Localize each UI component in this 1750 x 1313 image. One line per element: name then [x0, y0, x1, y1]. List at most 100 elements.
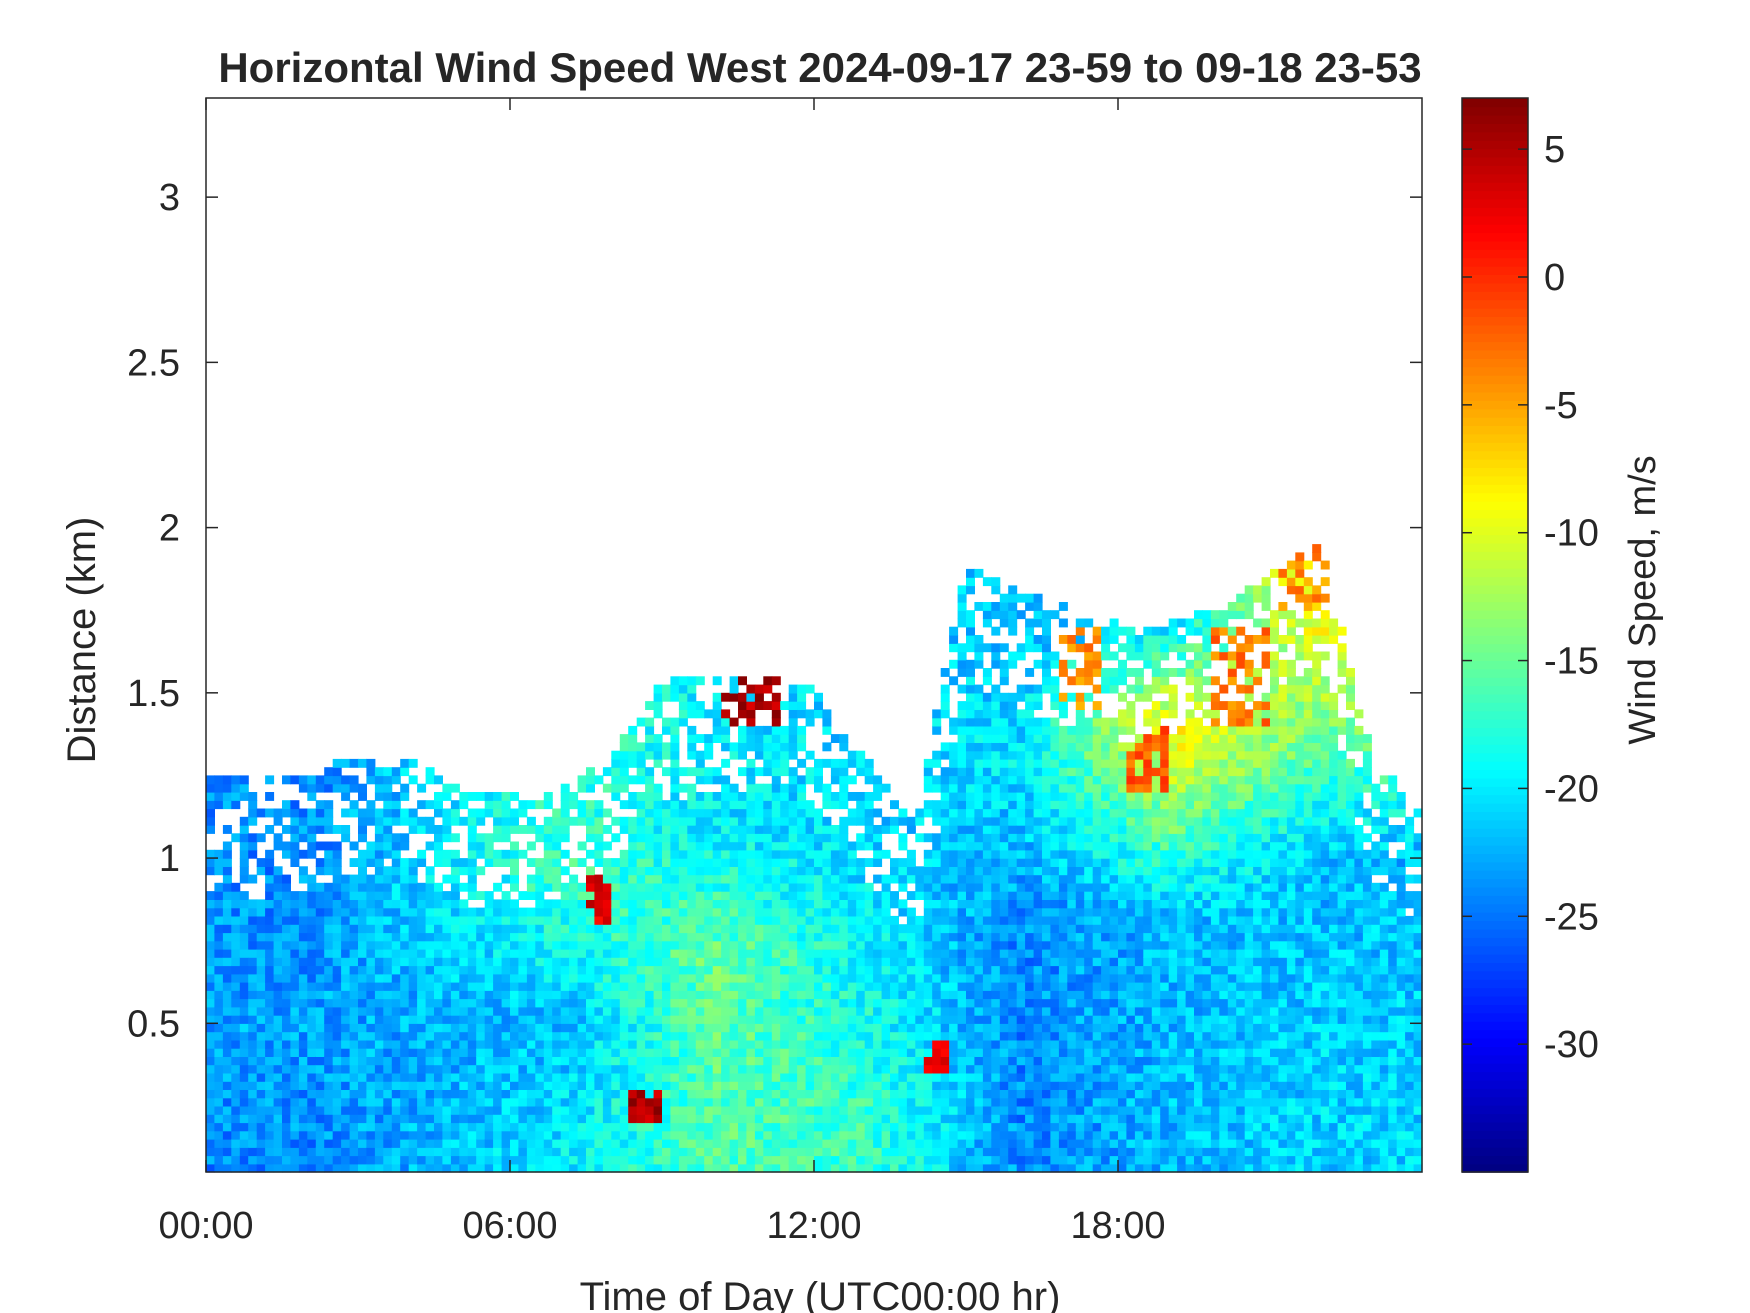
- heatmap-cell: [974, 750, 984, 760]
- heatmap-cell: [856, 1089, 866, 1099]
- heatmap-cell: [273, 915, 283, 925]
- heatmap-cell: [805, 915, 815, 925]
- heatmap-cell: [780, 973, 790, 983]
- heatmap-cell: [518, 1039, 528, 1049]
- heatmap-cell: [974, 1163, 984, 1173]
- heatmap-cell: [628, 932, 638, 942]
- heatmap-cell: [391, 792, 401, 801]
- heatmap-cell: [763, 1097, 773, 1107]
- heatmap-cell: [771, 882, 781, 892]
- heatmap-cell: [670, 758, 680, 768]
- heatmap-cell: [999, 1089, 1009, 1099]
- heatmap-cell: [906, 825, 916, 834]
- heatmap-cell: [949, 1056, 959, 1066]
- heatmap-cell: [374, 849, 384, 859]
- heatmap-cell: [273, 982, 283, 991]
- heatmap-cell: [923, 932, 933, 942]
- heatmap-cell: [222, 907, 232, 917]
- heatmap-cell: [366, 1139, 376, 1148]
- heatmap-cell: [1058, 849, 1068, 859]
- heatmap-cell: [746, 825, 756, 834]
- heatmap-cell: [535, 1056, 545, 1066]
- heatmap-cell: [358, 882, 367, 892]
- heatmap-cell: [315, 1015, 325, 1024]
- heatmap-cell: [670, 1155, 680, 1165]
- heatmap-cell: [754, 684, 764, 694]
- heatmap-cell: [771, 948, 781, 958]
- heatmap-cell: [484, 1048, 494, 1057]
- heatmap-cell: [459, 948, 469, 958]
- heatmap-cell: [898, 1114, 908, 1124]
- heatmap-cell: [754, 849, 764, 859]
- heatmap-cell: [332, 825, 342, 834]
- heatmap-cell: [771, 767, 781, 777]
- heatmap-cell: [619, 940, 629, 950]
- heatmap-cell: [1025, 973, 1035, 983]
- heatmap-cell: [949, 742, 959, 752]
- heatmap-cell: [721, 882, 731, 892]
- heatmap-cell: [493, 1006, 503, 1016]
- heatmap-cell: [966, 692, 975, 702]
- heatmap-cell: [729, 1147, 739, 1157]
- heatmap-cell: [282, 1089, 291, 1099]
- heatmap-cell: [586, 915, 595, 925]
- heatmap-cell: [830, 1130, 840, 1140]
- heatmap-cell: [434, 841, 443, 851]
- heatmap-cell: [1058, 858, 1068, 867]
- heatmap-cell: [923, 1048, 933, 1057]
- heatmap-cell: [670, 676, 680, 686]
- heatmap-cell: [282, 874, 291, 884]
- heatmap-cell: [746, 742, 756, 752]
- heatmap-cell: [797, 1056, 807, 1066]
- heatmap-cell: [366, 1097, 376, 1107]
- heatmap-cell: [493, 924, 503, 934]
- heatmap-cell: [1050, 1015, 1060, 1024]
- heatmap-cell: [206, 1023, 215, 1033]
- heatmap-cell: [991, 816, 1001, 826]
- heatmap-cell: [788, 882, 798, 892]
- heatmap-cell: [906, 1056, 916, 1066]
- heatmap-cell: [923, 1147, 933, 1157]
- heatmap-cell: [847, 1048, 857, 1057]
- heatmap-cell: [611, 1105, 621, 1115]
- heatmap-cell: [695, 1015, 705, 1024]
- heatmap-cell: [645, 1089, 655, 1099]
- heatmap-cell: [873, 1015, 883, 1024]
- heatmap-cell: [239, 1031, 249, 1041]
- heatmap-cell: [670, 882, 680, 892]
- heatmap-cell: [298, 1130, 308, 1140]
- heatmap-cell: [814, 833, 823, 843]
- heatmap-cell: [290, 1048, 300, 1057]
- heatmap-cell: [1033, 849, 1043, 859]
- heatmap-cell: [704, 1163, 714, 1173]
- heatmap-cell: [1050, 915, 1060, 925]
- heatmap-cell: [526, 915, 536, 925]
- heatmap-cell: [873, 907, 883, 917]
- heatmap-cell: [366, 973, 376, 983]
- heatmap-cell: [1042, 1081, 1051, 1090]
- heatmap-cell: [425, 866, 435, 876]
- heatmap-cell: [797, 758, 807, 768]
- heatmap-cell: [518, 924, 528, 934]
- heatmap-cell: [830, 973, 840, 983]
- heatmap-cell: [248, 1130, 258, 1140]
- heatmap-cell: [966, 1139, 975, 1148]
- heatmap-cell: [442, 973, 452, 983]
- heatmap-cell: [1042, 668, 1051, 677]
- heatmap-cell: [586, 800, 595, 810]
- heatmap-cell: [839, 899, 849, 909]
- heatmap-cell: [1025, 882, 1035, 892]
- heatmap-cell: [510, 957, 519, 967]
- heatmap-cell: [949, 792, 959, 801]
- heatmap-cell: [864, 924, 874, 934]
- heatmap-cell: [949, 1031, 959, 1041]
- heatmap-cell: [754, 1097, 764, 1107]
- heatmap-cell: [670, 940, 680, 950]
- heatmap-cell: [577, 775, 587, 785]
- heatmap-cell: [797, 792, 807, 801]
- heatmap-cell: [1050, 800, 1060, 810]
- heatmap-cell: [999, 1006, 1009, 1016]
- heatmap-cell: [282, 940, 291, 950]
- heatmap-cell: [814, 907, 823, 917]
- heatmap-cell: [586, 1139, 595, 1148]
